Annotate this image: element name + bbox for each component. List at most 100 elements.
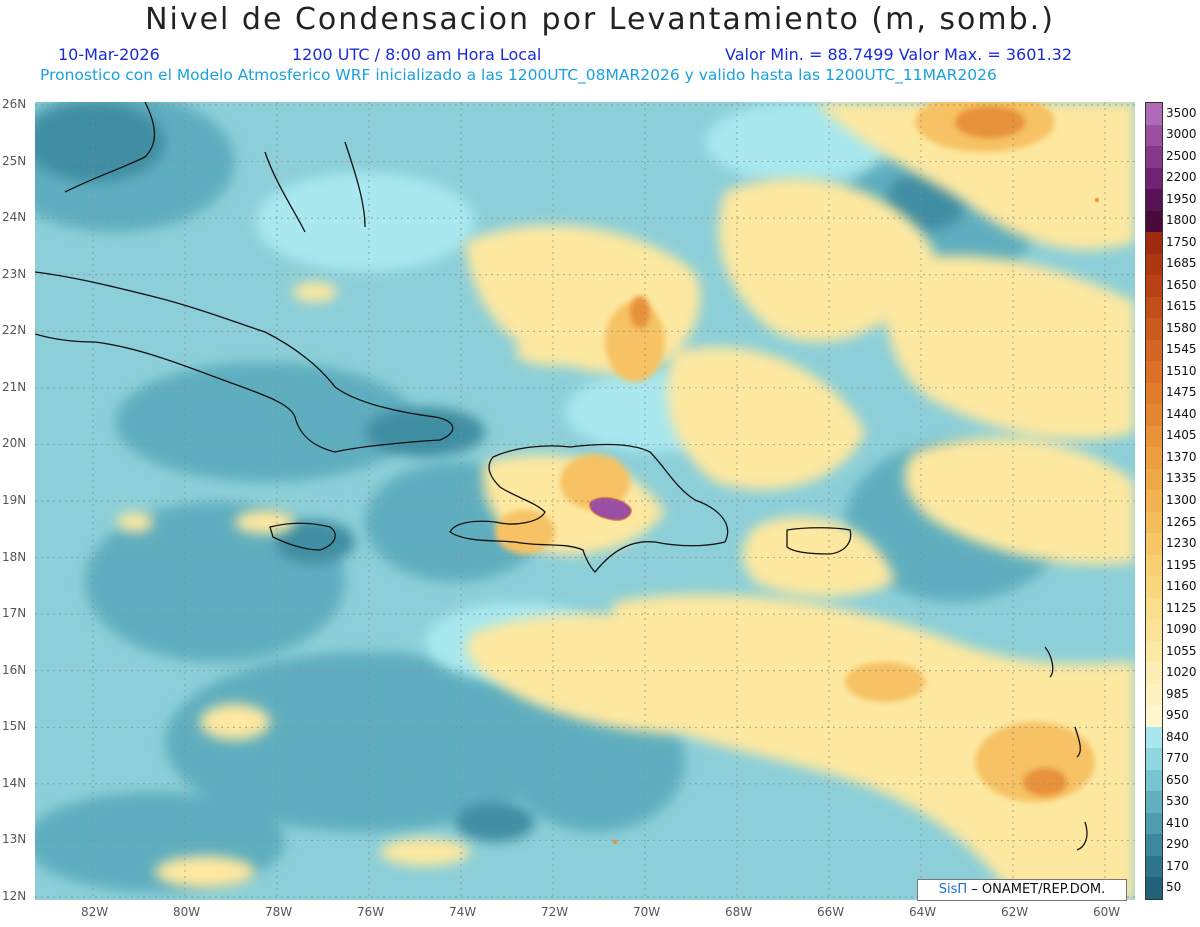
colorbar-label: 2200 <box>1166 170 1197 185</box>
lon-tick-label: 78W <box>265 905 293 919</box>
colorbar-segment <box>1146 533 1162 556</box>
colorbar-segment <box>1146 210 1162 233</box>
colorbar-segment <box>1146 683 1162 706</box>
colorbar-label: 1800 <box>1166 213 1197 228</box>
colorbar-segment <box>1146 339 1162 362</box>
colorbar-segment <box>1146 361 1162 384</box>
colorbar-segment <box>1146 146 1162 169</box>
colorbar-segment <box>1146 382 1162 405</box>
colorbar-segment <box>1146 705 1162 728</box>
lon-tick-label: 70W <box>633 905 661 919</box>
colorbar-label: 3500 <box>1166 105 1197 120</box>
colorbar-label: 1950 <box>1166 191 1197 206</box>
lon-tick-label: 74W <box>449 905 477 919</box>
colorbar-label: 1545 <box>1166 342 1197 357</box>
colorbar-label: 1370 <box>1166 449 1197 464</box>
colorbar-segment <box>1146 404 1162 427</box>
colorbar-label: 1265 <box>1166 514 1197 529</box>
colorbar-label: 1160 <box>1166 579 1197 594</box>
colorbar-segment <box>1146 576 1162 599</box>
lon-tick-label: 66W <box>817 905 845 919</box>
colorbar-label: 1685 <box>1166 256 1197 271</box>
lon-tick-label: 72W <box>541 905 569 919</box>
colorbar-label: 50 <box>1166 880 1182 895</box>
colorbar-segment <box>1146 726 1162 749</box>
colorbar-label: 1335 <box>1166 471 1197 486</box>
lon-tick-label: 80W <box>173 905 201 919</box>
min-max-label: Valor Min. = 88.7499 Valor Max. = 3601.3… <box>725 45 1073 64</box>
colorbar-label: 1650 <box>1166 277 1197 292</box>
colorbar-label: 2500 <box>1166 148 1197 163</box>
lat-tick-label: 15N <box>2 719 27 734</box>
colorbar-label: 1615 <box>1166 299 1197 314</box>
colorbar-segment <box>1146 189 1162 212</box>
colorbar-segment <box>1146 124 1162 147</box>
page-title: Nivel de Condensacion por Levantamiento … <box>145 2 1055 37</box>
colorbar-label: 950 <box>1166 708 1189 723</box>
time-label: 1200 UTC / 8:00 am Hora Local <box>292 45 542 64</box>
lon-tick-label: 64W <box>909 905 937 919</box>
colorbar-segment <box>1146 468 1162 491</box>
colorbar-label: 1020 <box>1166 665 1197 680</box>
colorbar-label: 290 <box>1166 837 1189 852</box>
lat-tick-label: 26N <box>2 97 27 111</box>
colorbar-segment <box>1146 103 1162 125</box>
credit-org: – ONAMET/REP.DOM. <box>971 882 1106 897</box>
colorbar-segment <box>1146 425 1162 448</box>
colorbar-segment <box>1146 597 1162 620</box>
colorbar-segment <box>1146 855 1162 878</box>
colorbar-segment <box>1146 232 1162 255</box>
colorbar-segment <box>1146 447 1162 470</box>
colorbar-label: 410 <box>1166 815 1189 830</box>
colorbar-label: 1090 <box>1166 622 1197 637</box>
colorbar-label: 530 <box>1166 794 1189 809</box>
lat-tick-label: 25N <box>2 153 27 168</box>
colorbar-segment <box>1146 769 1162 792</box>
colorbar-segment <box>1146 877 1162 900</box>
colorbar-label: 650 <box>1166 772 1189 787</box>
colorbar-label: 840 <box>1166 729 1189 744</box>
lon-tick-label: 60W <box>1093 905 1121 919</box>
colorbar-segment <box>1146 554 1162 577</box>
graticule <box>35 102 1135 900</box>
colorbar-label: 1405 <box>1166 428 1197 443</box>
colorbar-label: 1510 <box>1166 363 1197 378</box>
colorbar-label: 1055 <box>1166 643 1197 658</box>
colorbar-segment <box>1146 662 1162 685</box>
colorbar-segment <box>1146 791 1162 814</box>
lat-tick-label: 21N <box>2 379 27 394</box>
colorbar-label: 1230 <box>1166 536 1197 551</box>
lat-tick-label: 24N <box>2 210 27 225</box>
lat-tick-label: 12N <box>2 889 27 903</box>
sis-logo: SisΠ <box>938 882 968 897</box>
map-canvas <box>35 102 1135 900</box>
colorbar-label: 170 <box>1166 858 1189 873</box>
coastlines <box>35 102 1088 851</box>
colorbar-label: 1440 <box>1166 406 1197 421</box>
colorbar-segment <box>1146 275 1162 298</box>
colorbar-label: 1195 <box>1166 557 1197 572</box>
lat-tick-label: 18N <box>2 549 27 564</box>
date-label: 10-Mar-2026 <box>58 45 160 64</box>
colorbar-segment <box>1146 619 1162 642</box>
credit-badge: SisΠ – ONAMET/REP.DOM. <box>917 879 1127 901</box>
colorbar-segment <box>1146 640 1162 663</box>
colorbar-label: 985 <box>1166 686 1189 701</box>
lon-tick-label: 76W <box>357 905 385 919</box>
colorbar-segment <box>1146 511 1162 534</box>
lat-tick-label: 20N <box>2 436 27 451</box>
lat-tick-label: 14N <box>2 775 27 790</box>
colorbar-label: 1300 <box>1166 493 1197 507</box>
colorbar-segment <box>1146 253 1162 276</box>
lon-tick-label: 62W <box>1001 905 1029 919</box>
colorbar-label: 1580 <box>1166 320 1197 335</box>
lon-tick-label: 68W <box>725 905 753 919</box>
lat-tick-label: 19N <box>2 493 27 507</box>
colorbar-segment <box>1146 318 1162 341</box>
colorbar-segment <box>1146 812 1162 835</box>
lon-tick-label: 82W <box>81 905 109 919</box>
colorbar-segment <box>1146 748 1162 771</box>
colorbar-segment <box>1146 296 1162 319</box>
colorbar-label: 1125 <box>1166 600 1197 615</box>
lat-tick-label: 13N <box>2 832 27 847</box>
